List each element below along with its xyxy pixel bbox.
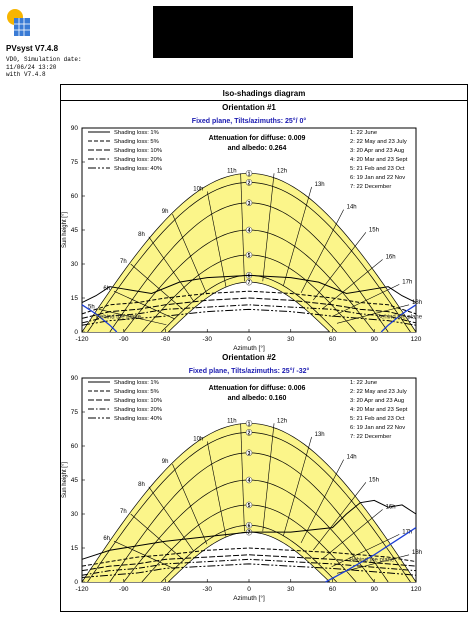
- sim-info-line: 11/06/24 13:20: [6, 63, 57, 71]
- diagram-title: Iso-shadings diagram: [222, 89, 306, 98]
- sim-info-line: with V7.4.8: [6, 71, 46, 78]
- app-title: PVsyst V7.4.8: [6, 44, 59, 53]
- pvsyst-logo-icon: [7, 9, 30, 36]
- iso-shadings-frame: Iso-shadings diagram: [60, 84, 468, 612]
- redacted-block: [153, 6, 353, 58]
- simulation-info: VD0, Simulation date: 11/06/24 13:20 wit…: [6, 56, 82, 79]
- sim-info-line: VD0, Simulation date:: [6, 56, 82, 63]
- title-divider: [61, 100, 467, 101]
